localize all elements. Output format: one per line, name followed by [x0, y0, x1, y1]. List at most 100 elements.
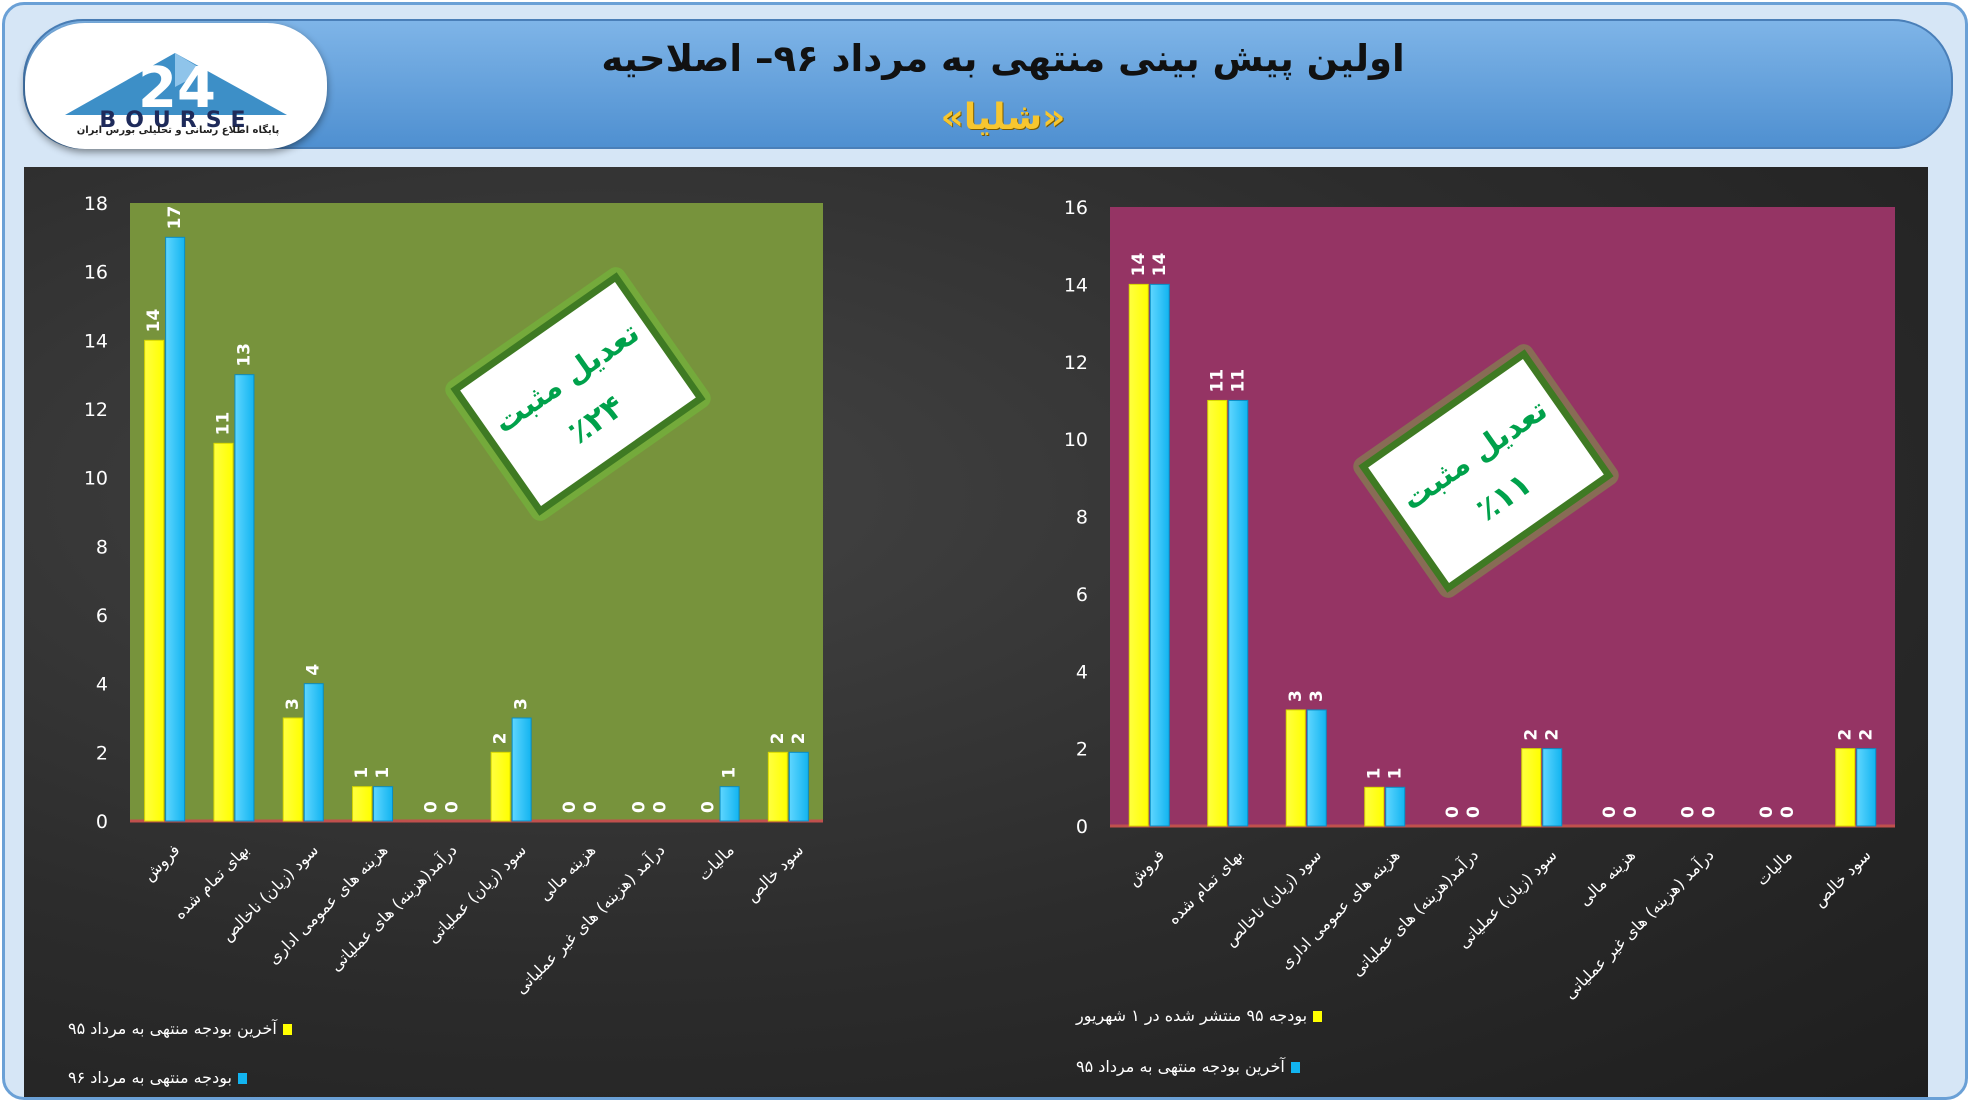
- x-tick-label: درآمد(هزینه) های عملیاتی: [1347, 845, 1482, 980]
- data-label: 2: [768, 732, 788, 744]
- legend-swatch-yellow: [282, 1024, 292, 1035]
- data-label: 0: [442, 801, 462, 813]
- bar: [1385, 786, 1406, 827]
- data-label: 1: [720, 767, 740, 779]
- data-label: 14: [1150, 253, 1170, 277]
- y-tick-label: 14: [84, 330, 108, 352]
- data-label: 0: [1778, 806, 1798, 818]
- data-label: 3: [283, 698, 303, 710]
- bar: [303, 683, 324, 822]
- x-tick-label: سود خالص: [742, 840, 808, 906]
- bar: [282, 717, 303, 822]
- data-label: 14: [1129, 253, 1149, 277]
- bar: [767, 751, 788, 822]
- bar: [719, 786, 740, 822]
- y-tick-label: 10: [84, 468, 108, 490]
- data-label: 2: [1542, 729, 1562, 741]
- y-tick-label: 12: [1064, 352, 1088, 374]
- data-label: 0: [650, 801, 670, 813]
- bar: [788, 751, 809, 822]
- legend-label: آخرین بودجه منتهی به مرداد ۹۵: [1076, 1057, 1285, 1076]
- bar: [1306, 709, 1327, 827]
- data-label: 0: [699, 801, 719, 813]
- data-label: 13: [234, 343, 254, 367]
- data-label: 3: [1307, 690, 1327, 702]
- y-tick-label: 16: [84, 262, 108, 284]
- x-tick-label: درآمد (هزینه) های غیر عملیاتی: [511, 840, 669, 998]
- y-tick-label: 2: [96, 742, 108, 764]
- data-label: 17: [165, 206, 185, 230]
- data-label: 0: [1443, 806, 1463, 818]
- data-label: 11: [1207, 369, 1227, 393]
- bar: [1364, 786, 1385, 827]
- data-label: 11: [213, 412, 233, 436]
- y-tick-label: 2: [1076, 739, 1088, 761]
- x-tick-label: مالیات: [1752, 845, 1796, 889]
- y-tick-label: 16: [1064, 197, 1088, 219]
- data-label: 0: [1678, 806, 1698, 818]
- y-tick-label: 6: [96, 605, 108, 627]
- data-label: 3: [512, 698, 532, 710]
- data-label: 2: [1835, 729, 1855, 741]
- x-tick-label: مالیات: [694, 840, 738, 884]
- data-label: 0: [421, 801, 441, 813]
- data-label: 0: [581, 801, 601, 813]
- bar: [1285, 709, 1306, 827]
- bar: [144, 339, 165, 822]
- left-legend-item-2: بودجه منتهی به مرداد ۹۶: [68, 1068, 247, 1087]
- data-label: 2: [1856, 729, 1876, 741]
- legend-label: بودجه ۹۵ منتشر شده در ۱ شهریور: [1076, 1006, 1308, 1025]
- legend-swatch-blue: [237, 1073, 247, 1084]
- legend-label: آخرین بودجه منتهی به مرداد ۹۵: [68, 1019, 277, 1038]
- bar: [213, 442, 234, 822]
- bar: [1149, 283, 1170, 827]
- header-banner: اولین پیش بینی منتهی به مرداد ۹۶– اصلاحی…: [23, 19, 1953, 149]
- y-tick-label: 0: [1076, 816, 1088, 838]
- y-tick-label: 8: [1076, 507, 1088, 529]
- x-tick-label: سود خالص: [1809, 845, 1875, 911]
- y-tick-label: 0: [96, 811, 108, 833]
- x-tick-label: درآمد (هزینه) های غیر عملیاتی: [1560, 845, 1718, 1003]
- data-label: 11: [1228, 369, 1248, 393]
- plot-area: [130, 203, 823, 821]
- data-label: 0: [560, 801, 580, 813]
- data-label: 0: [1464, 806, 1484, 818]
- left-legend-item-1: آخرین بودجه منتهی به مرداد ۹۵: [68, 1019, 292, 1038]
- right-legend-item-2: آخرین بودجه منتهی به مرداد ۹۵: [1076, 1057, 1300, 1076]
- data-label: 2: [1521, 729, 1541, 741]
- bar: [352, 786, 373, 822]
- data-label: 2: [789, 732, 809, 744]
- data-label: 2: [491, 732, 511, 744]
- logo-graphic: 24 BOURSE: [65, 53, 287, 133]
- y-tick-label: 4: [96, 674, 108, 696]
- data-label: 0: [1757, 806, 1777, 818]
- data-label: 0: [629, 801, 649, 813]
- bar: [234, 374, 255, 822]
- y-tick-label: 12: [84, 399, 108, 421]
- company-subtitle: «شلیا»: [940, 97, 1066, 138]
- bar: [511, 717, 532, 822]
- legend-swatch-yellow: [1313, 1011, 1323, 1022]
- x-tick-label: هزینه مالی: [1575, 845, 1640, 910]
- data-label: 0: [1600, 806, 1620, 818]
- y-tick-label: 14: [1064, 274, 1088, 296]
- x-tick-label: هزینه های عمومی اداری: [264, 840, 392, 968]
- data-label: 1: [373, 767, 393, 779]
- bar: [1856, 748, 1877, 827]
- y-tick-label: 10: [1064, 429, 1088, 451]
- data-label: 1: [1385, 767, 1405, 779]
- logo-wordmark: BOURSE: [99, 108, 254, 133]
- bourse24-logo: 24 BOURSE پایگاه اطلاع رسانی و تحلیلی بو…: [25, 23, 327, 149]
- y-tick-label: 6: [1076, 584, 1088, 606]
- positive-adjustment-stamp: تعدیل مثبت٪۱۱: [1353, 344, 1619, 598]
- bar: [1835, 748, 1856, 827]
- x-tick-label: فروش: [1124, 845, 1169, 890]
- bar: [1207, 399, 1228, 827]
- logo-caption: پایگاه اطلاع رسانی و تحلیلی بورس ایران: [76, 125, 280, 136]
- y-tick-label: 18: [84, 193, 108, 215]
- y-tick-label: 4: [1076, 661, 1088, 683]
- data-label: 3: [1286, 690, 1306, 702]
